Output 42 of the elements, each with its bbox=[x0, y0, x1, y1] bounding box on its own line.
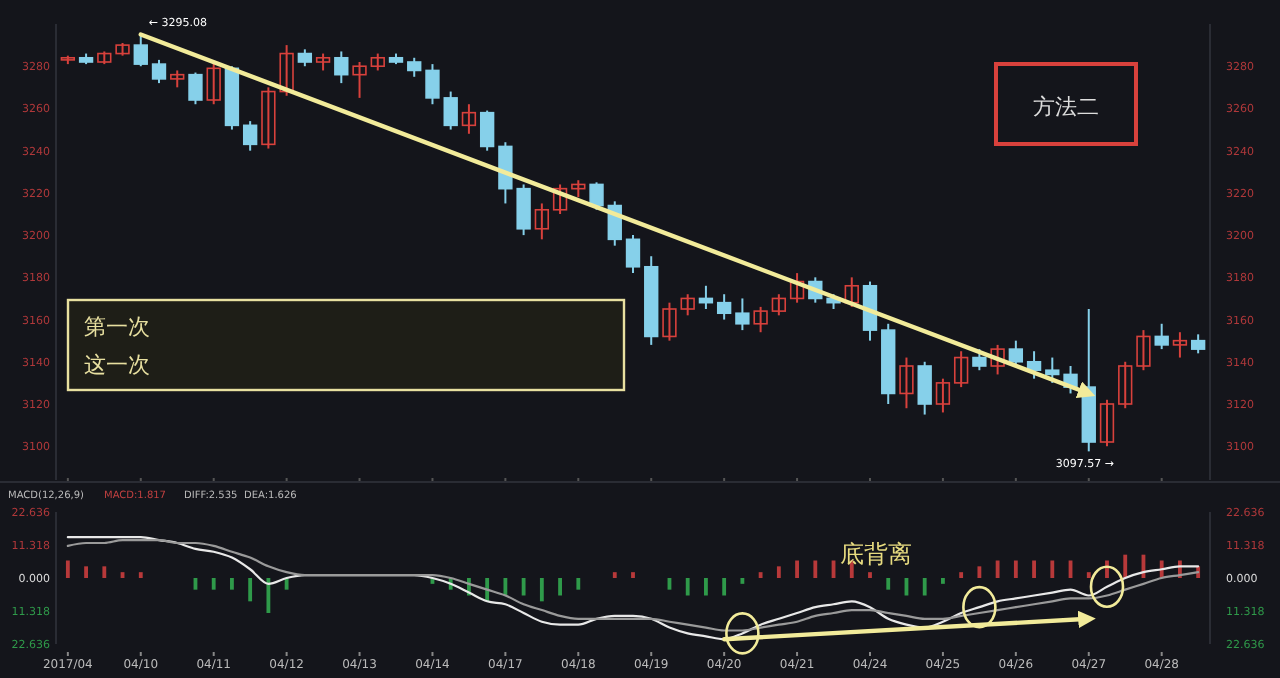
candlestick bbox=[1008, 339, 1024, 367]
candlestick bbox=[716, 293, 732, 321]
candlestick bbox=[844, 276, 859, 308]
candlestick bbox=[1172, 331, 1188, 359]
candlestick bbox=[899, 356, 914, 410]
candlestick bbox=[1118, 360, 1133, 410]
candlestick bbox=[953, 350, 969, 389]
candlestick bbox=[771, 293, 787, 317]
annotation: 第一次 bbox=[84, 314, 150, 340]
candlestick bbox=[789, 272, 805, 304]
candlestick bbox=[352, 61, 367, 99]
candlestick bbox=[625, 234, 641, 275]
annotation: 底背离 bbox=[840, 540, 912, 568]
candlestick bbox=[1045, 356, 1060, 384]
candlestick bbox=[133, 33, 148, 68]
candlestick bbox=[206, 61, 221, 106]
candlestick bbox=[461, 103, 477, 135]
candlestick bbox=[443, 90, 458, 131]
annotation: 方法二 bbox=[1033, 94, 1099, 120]
candlestick bbox=[552, 183, 568, 215]
candlestick bbox=[990, 343, 1005, 376]
candlestick bbox=[1154, 322, 1169, 351]
candlestick bbox=[188, 71, 203, 106]
candlestick bbox=[589, 181, 604, 211]
candlestick bbox=[407, 56, 422, 78]
candlestick bbox=[479, 109, 495, 152]
candlestick bbox=[735, 297, 750, 332]
candlestick bbox=[753, 305, 768, 334]
candlestick bbox=[917, 360, 932, 416]
candlestick bbox=[662, 301, 677, 342]
candlestick bbox=[334, 50, 349, 85]
candlestick bbox=[680, 293, 695, 317]
candlestick bbox=[151, 58, 167, 85]
candlestick bbox=[534, 202, 550, 241]
annotation: 这一次 bbox=[84, 352, 150, 378]
candlestick bbox=[972, 348, 987, 372]
candlestick bbox=[935, 377, 951, 414]
candlestick bbox=[1136, 329, 1151, 372]
candlestick bbox=[1099, 398, 1115, 448]
candlestick bbox=[242, 120, 258, 152]
candlestick bbox=[425, 63, 440, 106]
candlestick bbox=[1190, 333, 1206, 355]
